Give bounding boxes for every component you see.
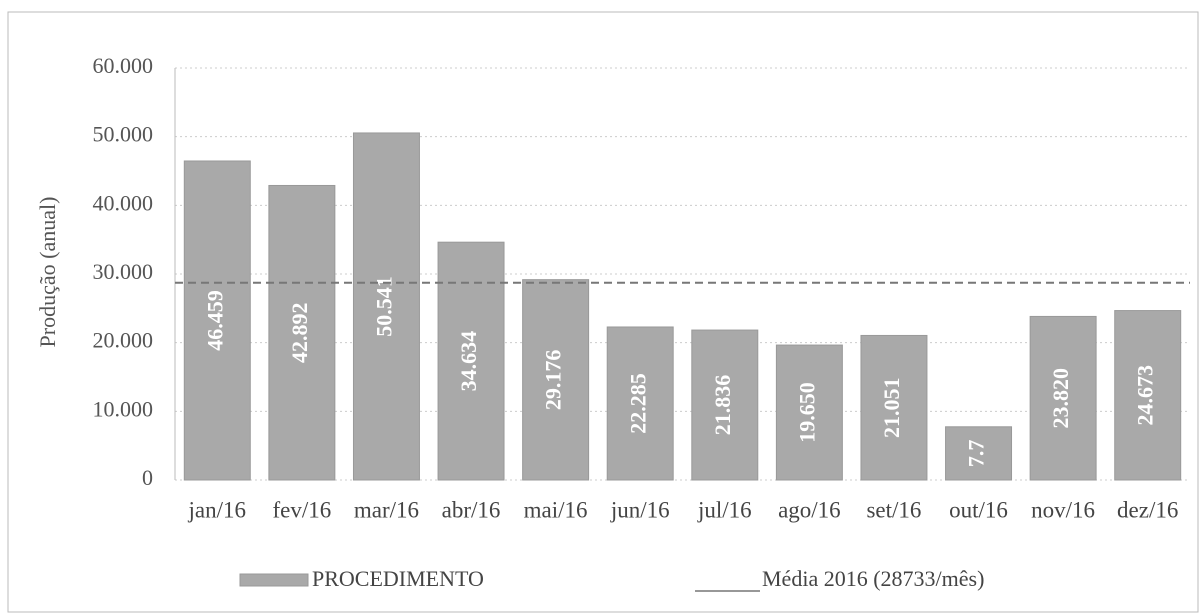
x-tick-label: mar/16 (354, 497, 419, 522)
bar (268, 184, 336, 481)
bar (1029, 315, 1097, 481)
bar (1114, 310, 1182, 481)
x-tick-label: jan/16 (188, 497, 247, 522)
data-label: 23.820 (1048, 368, 1073, 429)
bar (522, 279, 590, 481)
x-tick-label: jul/16 (697, 497, 752, 522)
x-tick-label: jun/16 (610, 497, 670, 522)
y-tick-label: 30.000 (93, 259, 154, 284)
bar (775, 344, 843, 481)
data-label: 50.541 (372, 276, 397, 337)
x-tick-label: nov/16 (1031, 497, 1095, 522)
data-label: 21.051 (879, 377, 904, 438)
data-label: 22.285 (625, 373, 650, 434)
bar (691, 329, 759, 481)
bar (352, 132, 420, 481)
legend-swatch (239, 573, 309, 587)
data-label: 7.7 (964, 440, 989, 468)
data-label: 24.673 (1133, 365, 1158, 426)
x-tick-label: abr/16 (442, 497, 501, 522)
bar (945, 426, 1013, 481)
x-tick-label: dez/16 (1117, 497, 1178, 522)
data-label: 42.892 (287, 302, 312, 363)
y-tick-label: 50.000 (93, 122, 154, 147)
legend-label: PROCEDIMENTO (312, 566, 484, 591)
data-label: 46.459 (202, 290, 227, 351)
bar (860, 334, 928, 481)
legend-label: Média 2016 (28733/mês) (762, 566, 984, 591)
x-tick-label: fev/16 (272, 497, 331, 522)
data-label: 21.836 (710, 375, 735, 436)
data-label: 29.176 (541, 350, 566, 411)
y-tick-label: 10.000 (93, 396, 154, 421)
frame (7, 11, 1199, 613)
x-tick-label: set/16 (866, 497, 921, 522)
y-tick-label: 60.000 (93, 53, 154, 78)
x-tick-label: out/16 (949, 497, 1008, 522)
y-tick-label: 20.000 (93, 328, 154, 353)
bar (606, 326, 674, 481)
x-tick-label: mai/16 (524, 497, 588, 522)
bar (183, 160, 251, 481)
data-label: 19.650 (794, 382, 819, 443)
data-label: 34.634 (456, 331, 481, 392)
y-tick-label: 0 (142, 465, 153, 490)
y-tick-label: 40.000 (93, 190, 154, 215)
x-tick-label: ago/16 (778, 497, 841, 522)
y-axis-label: Produção (anual) (35, 197, 60, 348)
